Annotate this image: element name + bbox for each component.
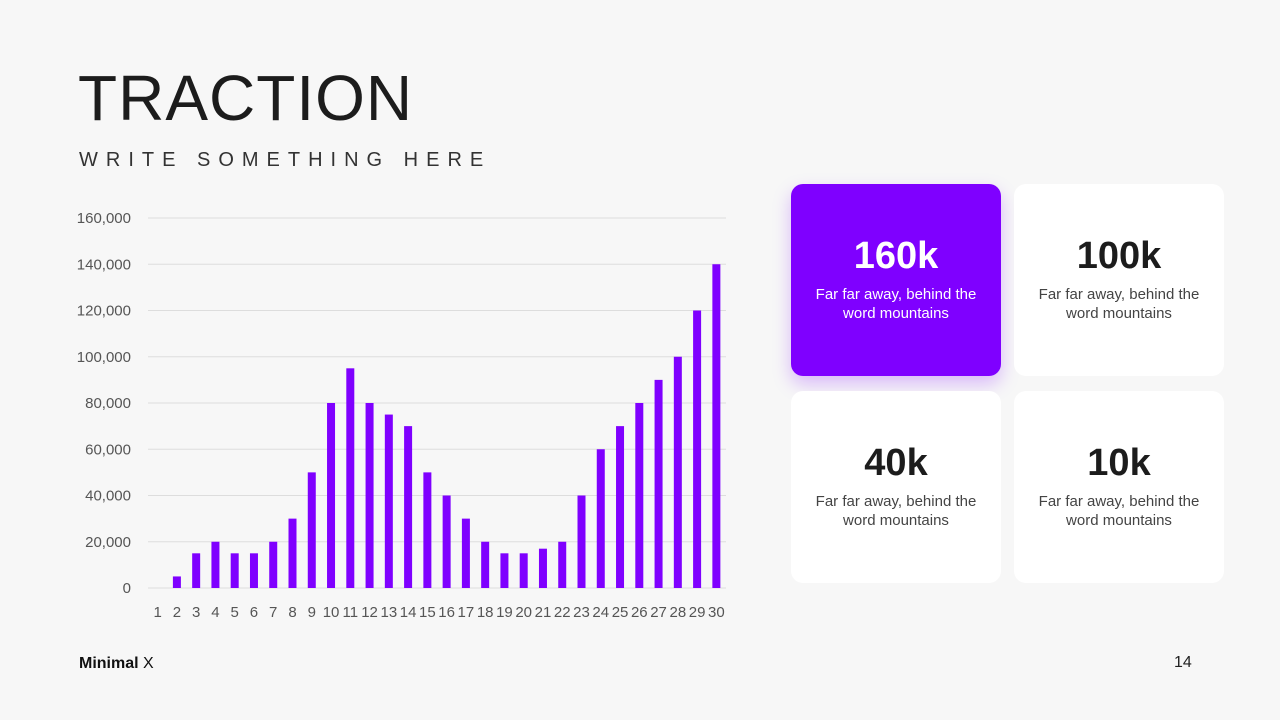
bar — [172, 576, 181, 588]
bar — [442, 495, 451, 588]
bar — [654, 379, 663, 588]
x-tick-label: 7 — [269, 604, 277, 621]
stat-card-1: 160k Far far away, behind the word mount… — [791, 184, 1001, 376]
stat-description: Far far away, behind the word mountains — [815, 493, 977, 529]
y-tick-label: 0 — [123, 580, 131, 597]
x-tick-label: 28 — [669, 604, 686, 621]
stat-value: 160k — [853, 235, 939, 277]
y-tick-label: 40,000 — [85, 488, 131, 505]
x-tick-label: 21 — [535, 604, 552, 621]
x-tick-label: 20 — [515, 604, 532, 621]
x-tick-label: 8 — [288, 604, 296, 621]
x-tick-label: 22 — [554, 604, 571, 621]
x-tick-label: 19 — [496, 604, 513, 621]
x-tick-label: 12 — [361, 604, 378, 621]
x-tick-label: 27 — [650, 604, 667, 621]
brand-name-light: X — [143, 655, 154, 672]
brand-name-bold: Minimal — [79, 655, 139, 672]
x-tick-label: 16 — [438, 604, 455, 621]
stat-value: 40k — [864, 442, 928, 484]
x-tick-label: 13 — [380, 604, 397, 621]
y-tick-label: 80,000 — [85, 395, 131, 412]
chart-gridlines — [148, 217, 726, 589]
stat-value: 100k — [1076, 235, 1162, 277]
bar — [404, 426, 413, 588]
bar — [577, 495, 586, 588]
x-tick-label: 30 — [708, 604, 725, 621]
bar — [538, 548, 547, 588]
bar — [558, 541, 567, 588]
bar-chart: 0 20,000 40,000 60,000 80,000 100,000 120,000 1… — [77, 210, 726, 621]
x-tick-label: 24 — [592, 604, 609, 621]
y-tick-label: 60,000 — [85, 441, 131, 458]
x-tick-label: 9 — [308, 604, 316, 621]
bar — [500, 553, 509, 588]
y-tick-label: 160,000 — [77, 210, 131, 227]
bar — [423, 472, 432, 588]
bar — [192, 553, 201, 588]
bar — [635, 403, 644, 588]
bar — [616, 426, 625, 588]
bar — [269, 541, 278, 588]
x-tick-label: 11 — [343, 604, 359, 621]
bar — [288, 518, 297, 588]
bar — [211, 541, 220, 588]
stat-card-4: 10k Far far away, behind the word mounta… — [1014, 391, 1224, 583]
bar — [346, 368, 355, 588]
bar — [249, 553, 258, 588]
bar — [230, 553, 239, 588]
y-tick-label: 140,000 — [77, 256, 131, 273]
bar — [712, 264, 721, 588]
bar — [519, 553, 528, 588]
x-tick-label: 4 — [211, 604, 219, 621]
stat-card-2: 100k Far far away, behind the word mount… — [1014, 184, 1224, 376]
bar — [596, 449, 605, 588]
stat-description: Far far away, behind the word mountains — [1038, 493, 1200, 529]
stat-description: Far far away, behind the word mountains — [815, 286, 977, 322]
chart-bars — [172, 264, 721, 588]
x-tick-label: 23 — [573, 604, 590, 621]
bar — [673, 356, 682, 588]
page-number: 14 — [1174, 654, 1192, 671]
y-axis-ticks: 0 20,000 40,000 60,000 80,000 100,000 120,000 1… — [77, 210, 131, 597]
y-tick-label: 120,000 — [77, 303, 131, 320]
y-tick-label: 100,000 — [77, 349, 131, 366]
bar — [481, 541, 490, 588]
stat-card-3: 40k Far far away, behind the word mounta… — [791, 391, 1001, 583]
stat-value: 10k — [1087, 442, 1151, 484]
x-tick-label: 5 — [231, 604, 239, 621]
y-tick-label: 20,000 — [85, 534, 131, 551]
x-tick-label: 15 — [419, 604, 436, 621]
x-tick-label: 29 — [689, 604, 706, 621]
x-tick-label: 25 — [612, 604, 629, 621]
x-tick-label: 3 — [192, 604, 200, 621]
bar — [384, 414, 393, 588]
bar — [307, 472, 316, 588]
x-tick-label: 1 — [153, 604, 161, 621]
page-subtitle: WRITE SOMETHING HERE — [79, 149, 492, 171]
stat-description: Far far away, behind the word mountains — [1038, 286, 1200, 322]
bar — [693, 310, 702, 588]
bar — [461, 518, 470, 588]
x-tick-label: 18 — [477, 604, 494, 621]
x-tick-label: 10 — [323, 604, 340, 621]
x-tick-label: 17 — [458, 604, 475, 621]
x-tick-label: 2 — [173, 604, 181, 621]
bar — [327, 403, 336, 588]
brand-logo: Minimal X — [79, 655, 154, 673]
x-tick-label: 14 — [400, 604, 417, 621]
bar — [365, 403, 374, 588]
x-tick-label: 26 — [631, 604, 648, 621]
x-tick-label: 6 — [250, 604, 258, 621]
page-title: TRACTION — [78, 62, 414, 134]
x-axis-ticks: 1 2 3 4 5 6 7 8 9 10 11 12 13 14 15 16 17 18 19 20 21 22 23 24 2… — [153, 604, 724, 621]
